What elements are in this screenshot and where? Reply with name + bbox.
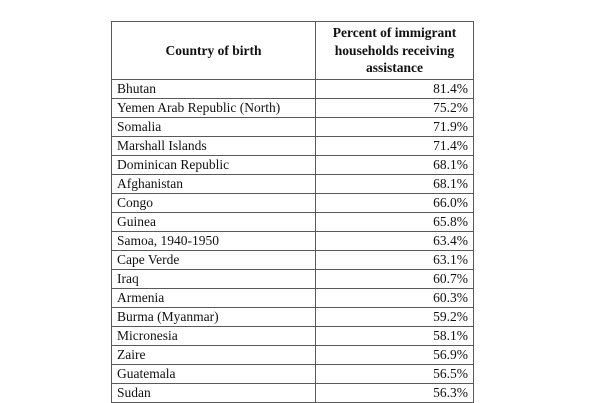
percent-cell: 75.2% xyxy=(315,97,474,118)
table-row: Yemen Arab Republic (North) 75.2% xyxy=(111,97,474,118)
table-header: Country of birth Percent of immigrant ho… xyxy=(111,21,474,80)
table-row: Congo 66.0% xyxy=(111,192,474,213)
percent-cell: 63.1% xyxy=(315,249,474,270)
percent-cell: 68.1% xyxy=(315,173,474,194)
table-row: Zaire 56.9% xyxy=(111,344,474,365)
table-body: Bhutan 81.4% Yemen Arab Republic (North)… xyxy=(111,78,474,403)
table-row: Micronesia 58.1% xyxy=(111,325,474,346)
table-row: Afghanistan 68.1% xyxy=(111,173,474,194)
percent-cell: 63.4% xyxy=(315,230,474,251)
percent-column-header: Percent of immigrant households receivin… xyxy=(315,21,474,80)
table-row: Marshall Islands 71.4% xyxy=(111,135,474,156)
percent-cell: 66.0% xyxy=(315,192,474,213)
table-row: Somalia 71.9% xyxy=(111,116,474,137)
percent-cell: 59.2% xyxy=(315,306,474,327)
country-cell: Sudan xyxy=(111,382,316,403)
country-cell: Burma (Myanmar) xyxy=(111,306,316,327)
country-cell: Armenia xyxy=(111,287,316,308)
country-cell: Marshall Islands xyxy=(111,135,316,156)
country-cell: Afghanistan xyxy=(111,173,316,194)
header-row: Country of birth Percent of immigrant ho… xyxy=(111,21,474,80)
table-row: Armenia 60.3% xyxy=(111,287,474,308)
table-row: Dominican Republic 68.1% xyxy=(111,154,474,175)
percent-cell: 71.4% xyxy=(315,135,474,156)
percent-cell: 60.7% xyxy=(315,268,474,289)
table-row: Burma (Myanmar) 59.2% xyxy=(111,306,474,327)
table-row: Bhutan 81.4% xyxy=(111,78,474,99)
percent-cell: 56.3% xyxy=(315,382,474,403)
country-cell: Guatemala xyxy=(111,363,316,384)
table-row: Iraq 60.7% xyxy=(111,268,474,289)
country-cell: Cape Verde xyxy=(111,249,316,270)
table-row: Cape Verde 63.1% xyxy=(111,249,474,270)
country-cell: Yemen Arab Republic (North) xyxy=(111,97,316,118)
country-cell: Samoa, 1940-1950 xyxy=(111,230,316,251)
percent-cell: 65.8% xyxy=(315,211,474,232)
percent-cell: 56.5% xyxy=(315,363,474,384)
table-row: Guinea 65.8% xyxy=(111,211,474,232)
country-cell: Iraq xyxy=(111,268,316,289)
percent-cell: 58.1% xyxy=(315,325,474,346)
percent-cell: 60.3% xyxy=(315,287,474,308)
country-cell: Guinea xyxy=(111,211,316,232)
country-column-header: Country of birth xyxy=(111,21,316,80)
country-cell: Congo xyxy=(111,192,316,213)
table-row: Samoa, 1940-1950 63.4% xyxy=(111,230,474,251)
percent-cell: 71.9% xyxy=(315,116,474,137)
country-cell: Zaire xyxy=(111,344,316,365)
table-row: Sudan 56.3% xyxy=(111,382,474,403)
percent-cell: 81.4% xyxy=(315,78,474,99)
immigrant-assistance-table: Country of birth Percent of immigrant ho… xyxy=(111,21,474,403)
table-row: Guatemala 56.5% xyxy=(111,363,474,384)
country-cell: Dominican Republic xyxy=(111,154,316,175)
percent-cell: 56.9% xyxy=(315,344,474,365)
country-cell: Micronesia xyxy=(111,325,316,346)
country-cell: Somalia xyxy=(111,116,316,137)
country-cell: Bhutan xyxy=(111,78,316,99)
percent-cell: 68.1% xyxy=(315,154,474,175)
